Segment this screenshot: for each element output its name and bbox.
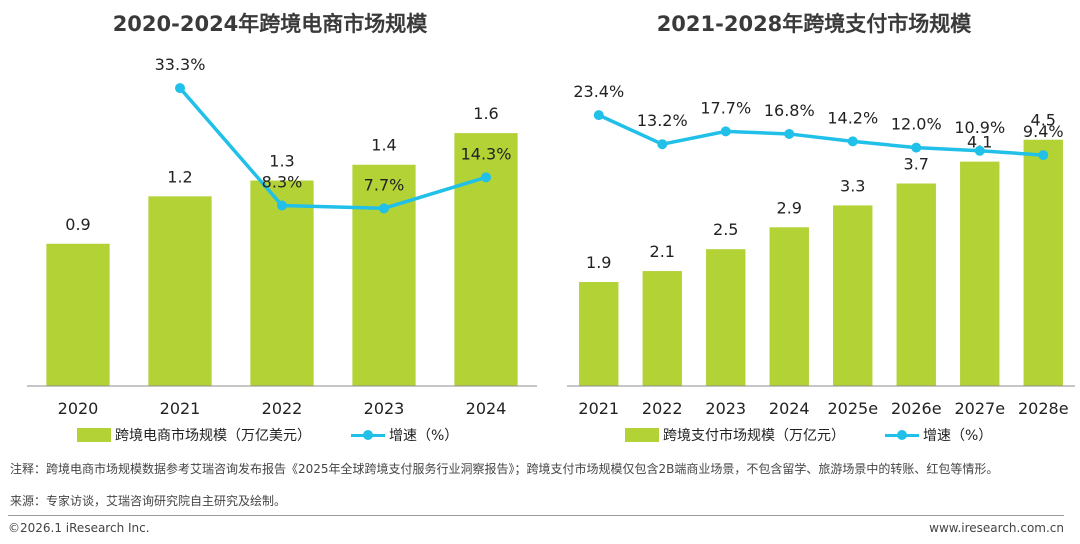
growth-value-label: 7.7% <box>364 175 405 194</box>
growth-point-2022 <box>657 139 668 150</box>
left-chart-plot: 0.9 2020 1.2 2021 1.3 2022 1.4 2023 1.6 2024 33.3%… <box>27 55 537 418</box>
x-tick-label: 2025e <box>827 399 878 418</box>
right-chart-title: 2021-2028年跨境支付市场规模 <box>656 12 972 36</box>
left-chart-legend: 跨境电商市场规模（万亿美元） 增速（%） <box>77 425 458 445</box>
bar-2021 <box>579 282 619 386</box>
growth-point-2023 <box>379 203 389 214</box>
bar-value-label: 2.5 <box>713 220 738 239</box>
bar-value-label: 2.1 <box>650 242 675 261</box>
x-tick-label: 2026e <box>891 399 942 418</box>
growth-point-2024 <box>784 128 795 139</box>
legend-bar-swatch <box>77 428 111 442</box>
legend-bar-label: 跨境支付市场规模（万亿元） <box>663 428 845 444</box>
chart-note: 注释：跨境电商市场规模数据参考艾瑞咨询发布报告《2025年全球跨境支付服务行业洞… <box>10 462 999 476</box>
growth-value-label: 17.7% <box>700 98 751 117</box>
growth-point-2025e <box>847 136 858 147</box>
growth-value-label: 23.4% <box>573 82 624 101</box>
growth-point-2028e <box>1038 150 1049 161</box>
legend-line-swatch <box>351 428 385 442</box>
website-text: www.iresearch.com.cn <box>929 521 1064 535</box>
growth-point-2023 <box>720 126 731 137</box>
x-tick-label: 2022 <box>642 399 683 418</box>
right-chart-plot: 1.9 2021 2.1 2022 2.5 2023 2.9 2024 3.3 2025e 3.7 2… <box>567 82 1075 418</box>
bar-value-label: 1.4 <box>371 136 396 155</box>
copyright-text: ©2026.1 iResearch Inc. <box>8 521 150 535</box>
x-tick-label: 2024 <box>769 399 810 418</box>
bar-2024 <box>769 227 809 386</box>
growth-rate-line <box>178 86 487 211</box>
growth-point-2021 <box>175 83 185 94</box>
bar-2028e <box>1023 139 1063 386</box>
footer-divider <box>8 515 1064 516</box>
bar-2020 <box>46 243 110 386</box>
bar-value-label: 1.9 <box>586 253 611 272</box>
left-chart-title: 2020-2024年跨境电商市场规模 <box>112 12 428 36</box>
x-tick-label: 2024 <box>466 399 507 418</box>
bar-value-label: 1.2 <box>167 167 192 186</box>
growth-value-label: 8.3% <box>262 173 303 192</box>
growth-value-label: 33.3% <box>155 55 206 74</box>
growth-point-2027e <box>974 145 985 156</box>
bar-value-label: 1.6 <box>473 104 498 123</box>
growth-point-2024 <box>481 172 491 183</box>
x-tick-label: 2021 <box>578 399 619 418</box>
bar-value-label: 0.9 <box>65 215 90 234</box>
x-tick-label: 2023 <box>364 399 405 418</box>
source-note: 来源：专家访谈，艾瑞咨询研究院自主研究及绘制。 <box>10 494 287 508</box>
x-tick-label: 2020 <box>58 399 99 418</box>
bar-2026e <box>896 183 936 386</box>
legend-bar-swatch <box>625 428 659 442</box>
growth-point-2026e <box>911 142 922 153</box>
legend-line-swatch <box>885 428 919 442</box>
growth-value-label: 9.4% <box>1023 122 1064 141</box>
bar-value-label: 3.7 <box>904 155 929 174</box>
x-tick-label: 2028e <box>1018 399 1069 418</box>
x-tick-label: 2027e <box>954 399 1005 418</box>
legend-bar-label: 跨境电商市场规模（万亿美元） <box>115 428 311 444</box>
growth-value-label: 14.3% <box>461 144 512 163</box>
bar-value-label: 2.9 <box>777 198 802 217</box>
right-chart-legend: 跨境支付市场规模（万亿元） 增速（%） <box>625 425 992 445</box>
bar-2022 <box>642 271 682 386</box>
bar-2022 <box>250 180 314 386</box>
growth-value-label: 13.2% <box>637 111 688 130</box>
bar-value-label: 4.1 <box>967 133 992 152</box>
legend-line-label: 增速（%） <box>389 428 459 444</box>
x-tick-label: 2022 <box>262 399 303 418</box>
x-tick-label: 2021 <box>160 399 201 418</box>
bar-value-label: 1.3 <box>269 152 294 171</box>
bar-2021 <box>148 196 212 386</box>
growth-value-label: 14.2% <box>827 108 878 127</box>
growth-value-label: 10.9% <box>954 118 1005 137</box>
bar-value-label: 4.5 <box>1031 111 1056 130</box>
growth-point-2021 <box>593 110 604 121</box>
growth-rate-line <box>598 113 1044 157</box>
bar-2027e <box>960 161 1000 386</box>
legend-line-label: 增速（%） <box>923 428 993 444</box>
bar-value-label: 3.3 <box>840 176 865 195</box>
bar-2025e <box>833 205 873 386</box>
growth-value-label: 16.8% <box>764 101 815 120</box>
x-tick-label: 2023 <box>705 399 746 418</box>
growth-value-label: 12.0% <box>891 115 942 134</box>
bar-2023 <box>706 249 746 386</box>
growth-point-2022 <box>277 200 287 211</box>
